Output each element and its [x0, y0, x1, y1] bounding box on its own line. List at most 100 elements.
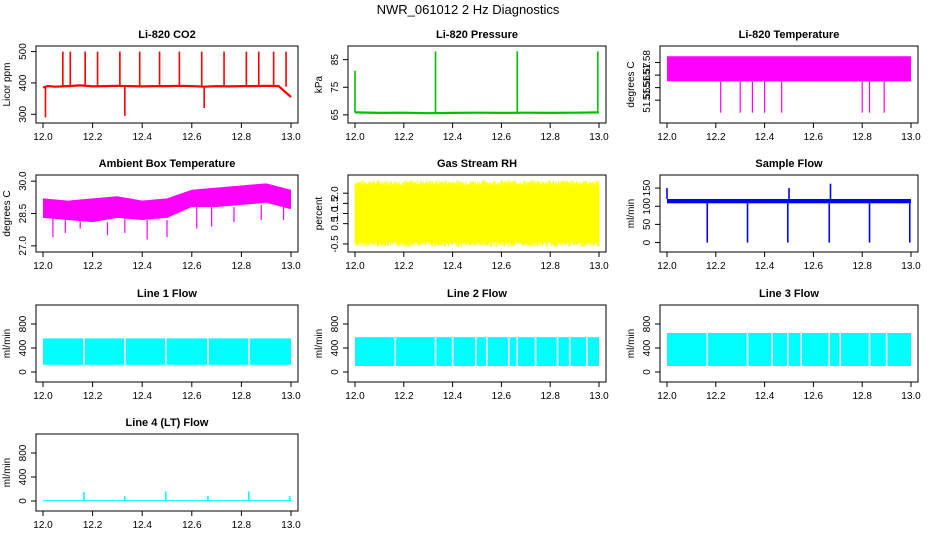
y-axis-label: percent — [314, 197, 325, 231]
data-marks — [354, 180, 600, 247]
signal-gap — [394, 337, 397, 366]
panel-title: Li-820 Temperature — [739, 29, 840, 41]
y-tick-label: -0.5 — [330, 235, 341, 253]
panel-title: Li-820 Pressure — [436, 29, 518, 41]
data-marks — [667, 56, 911, 113]
y-tick-label: 27.0 — [18, 236, 29, 256]
panel-title: Line 3 Flow — [759, 288, 819, 300]
x-tick-label: 13.0 — [281, 391, 301, 402]
y-tick-label: 300 — [18, 106, 29, 123]
signal-band — [667, 333, 911, 366]
y-tick-label: 28.5 — [18, 203, 29, 223]
y-tick-label: 85 — [330, 54, 341, 66]
x-tick-label: 12.6 — [492, 391, 512, 402]
plot-frame — [347, 45, 607, 124]
y-tick-label: 800 — [642, 315, 653, 332]
x-tick-label: 12.4 — [132, 132, 152, 143]
signal-gap — [207, 338, 209, 365]
x-tick-label: 12.6 — [804, 261, 824, 272]
data-marks — [667, 333, 911, 366]
y-tick-label: 400 — [18, 339, 29, 356]
x-tick-label: 12.4 — [755, 132, 775, 143]
x-tick-label: 12.2 — [706, 391, 726, 402]
y-axis-label: ml/min — [626, 199, 637, 228]
y-axis-label: kPa — [314, 75, 325, 93]
panel-3: Li-820 Temperature degrees C 12.0 12.2 12.4 1… — [626, 29, 921, 143]
panel-5: Gas Stream RH percent 12.0 12.2 12.4 12.6 12.8… — [314, 158, 609, 272]
plot-frame — [659, 174, 919, 253]
signal-gap — [507, 337, 510, 366]
y-tick-label: 30.0 — [18, 171, 29, 191]
x-tick-label: 12.2 — [394, 132, 414, 143]
signal-gap — [516, 337, 519, 366]
panel-2: Li-820 Pressure kPa 12.0 12.2 12.4 12.6 12.8 13… — [314, 29, 609, 143]
signal-gap — [868, 333, 871, 366]
y-axis-label: ml/min — [314, 329, 325, 358]
x-tick-label: 13.0 — [901, 132, 921, 143]
y-axis-label: degrees C — [2, 190, 13, 236]
panels: Li-820 CO2 Licor ppm 12.0 12.2 12.4 12.6 12.8 1… — [2, 29, 921, 531]
y-tick-label: 51.57 — [642, 62, 653, 87]
x-tick-label: 12.2 — [83, 261, 103, 272]
panel-9: Line 3 Flow ml/min 12.0 12.2 12.4 12.6 12.8 13.… — [626, 288, 921, 402]
panel-title: Li-820 CO2 — [138, 29, 195, 41]
signal-band — [667, 56, 911, 82]
signal-gap — [828, 333, 831, 366]
signal-band — [43, 338, 291, 365]
signal-gap — [248, 338, 250, 365]
signal-gap — [556, 337, 559, 366]
x-tick-label: 13.0 — [901, 261, 921, 272]
signal-gap — [839, 333, 842, 366]
x-tick-label: 13.0 — [589, 391, 609, 402]
x-tick-label: 12.2 — [83, 520, 103, 531]
y-tick-label: 500 — [18, 43, 29, 60]
panel-title: Line 4 (LT) Flow — [126, 417, 209, 429]
signal-band — [667, 198, 911, 204]
data-marks — [43, 338, 291, 365]
x-tick-label: 12.8 — [540, 391, 560, 402]
plot-frame — [35, 433, 299, 512]
x-tick-label: 12.4 — [132, 261, 152, 272]
x-tick-label: 12.8 — [232, 391, 252, 402]
y-tick-label: 65 — [330, 109, 341, 121]
signal-noise — [354, 180, 600, 247]
data-marks — [355, 337, 599, 366]
plot-frame — [659, 45, 919, 124]
x-tick-label: 12.6 — [492, 132, 512, 143]
signal-gap — [885, 333, 888, 366]
plot-frame — [35, 304, 299, 383]
y-axis-label: ml/min — [626, 329, 637, 358]
y-tick-label: 2.0 — [330, 186, 341, 200]
y-axis-label: degrees C — [626, 61, 637, 107]
y-tick-label: 0 — [18, 498, 29, 504]
y-tick-label: 0 — [642, 369, 653, 375]
signal-gap — [434, 337, 437, 366]
y-axis-label: Licor ppm — [2, 63, 13, 107]
signal-gap — [786, 333, 789, 366]
signal-gap — [771, 333, 773, 366]
panel-title: Line 1 Flow — [137, 288, 197, 300]
figure-title: NWR_061012 2 Hz Diagnostics — [377, 2, 560, 17]
signal-gap — [800, 333, 802, 366]
x-tick-label: 12.4 — [132, 391, 152, 402]
panel-6: Sample Flow ml/min 12.0 12.2 12.4 12.6 12.8 13.… — [626, 158, 921, 272]
x-tick-label: 12.4 — [443, 132, 463, 143]
x-tick-label: 13.0 — [281, 520, 301, 531]
y-tick-label: 150 — [642, 179, 653, 196]
y-tick-label: 0 — [330, 369, 341, 375]
x-tick-label: 12.0 — [33, 132, 53, 143]
data-marks — [43, 491, 291, 501]
y-tick-label: 0.5 — [330, 216, 341, 230]
signal-gap — [706, 333, 709, 366]
x-tick-label: 12.8 — [540, 132, 560, 143]
x-tick-label: 12.0 — [33, 520, 53, 531]
y-tick-label: 51.56 — [642, 75, 653, 100]
x-tick-label: 13.0 — [589, 132, 609, 143]
data-marks — [43, 183, 291, 240]
x-tick-label: 12.8 — [232, 520, 252, 531]
panel-1: Li-820 CO2 Licor ppm 12.0 12.2 12.4 12.6 12.8 1… — [2, 29, 301, 143]
y-tick-label: 75 — [330, 81, 341, 93]
y-tick-label: 0 — [18, 369, 29, 375]
x-tick-label: 12.2 — [706, 261, 726, 272]
